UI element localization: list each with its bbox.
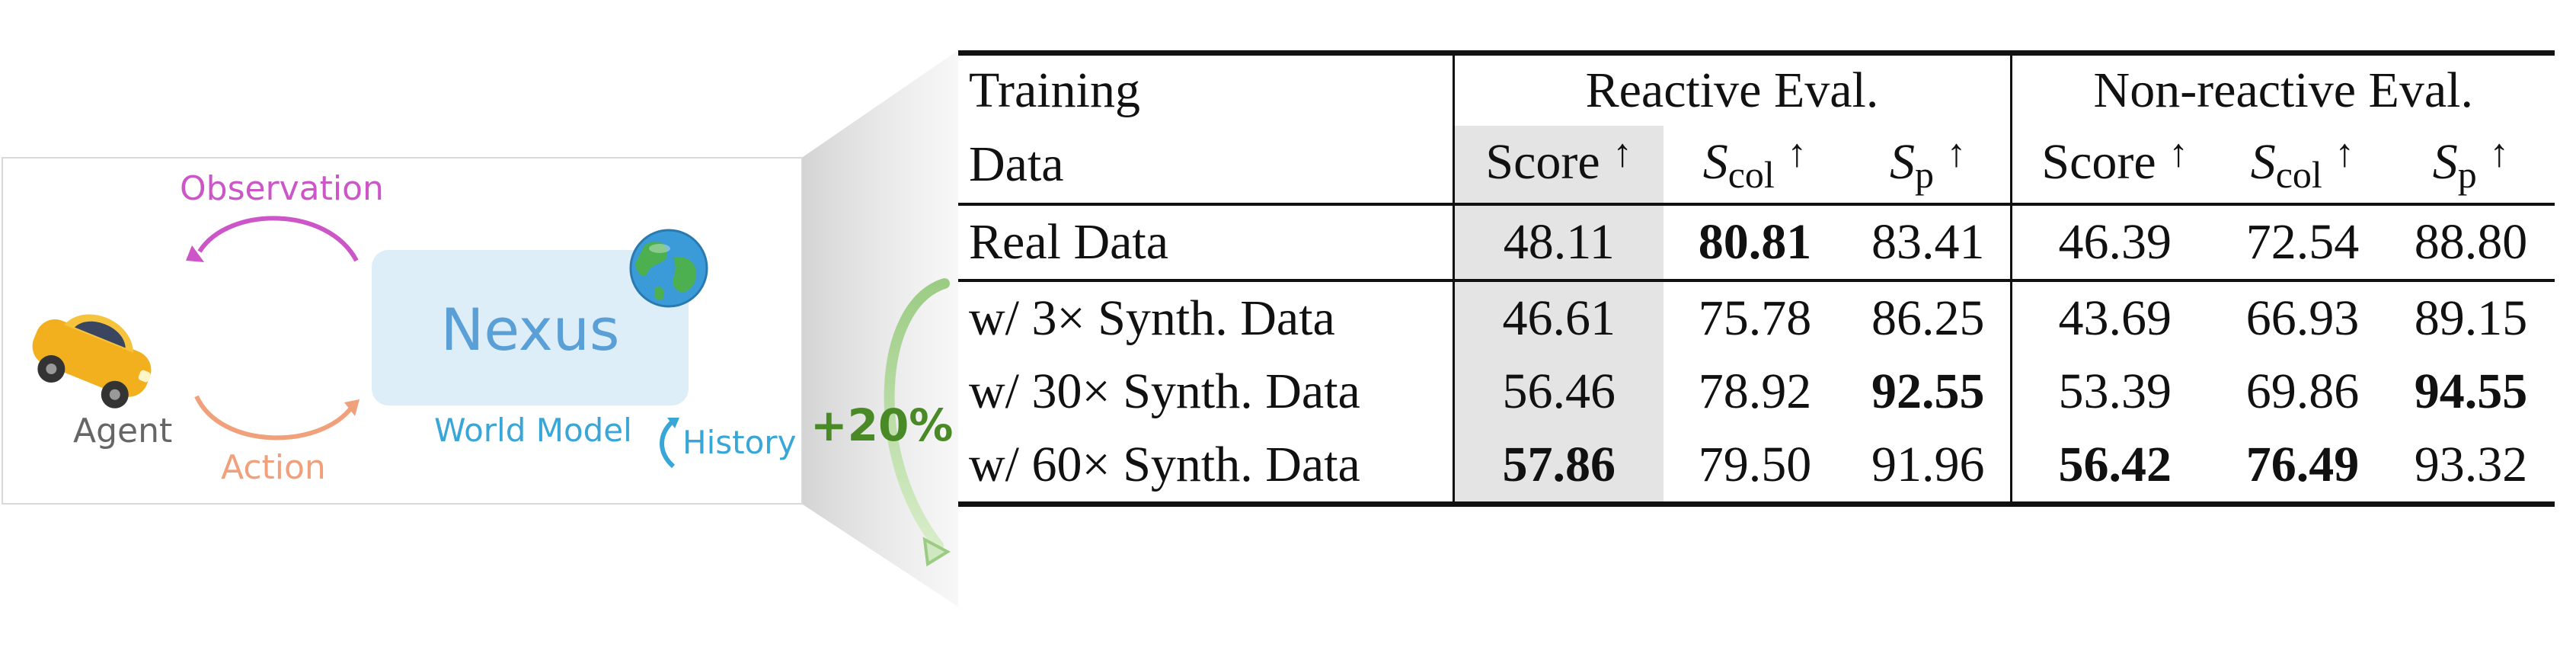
row-label: w/ 30× Synth. Data — [969, 364, 1360, 419]
cell-nonreactive-scol: 76.49 — [2218, 428, 2387, 507]
header-reactive-score: Score ↑ — [1452, 126, 1664, 204]
cell-nonreactive-score: 56.42 — [2009, 428, 2218, 507]
agent-world-model-diagram: Observation Agent Action Nexus World Mod… — [0, 0, 990, 660]
row-label: Real Data — [958, 203, 1453, 280]
cell-reactive-score: 56.46 — [1452, 355, 1664, 428]
cell-reactive-sp: 91.96 — [1846, 428, 2011, 507]
header-reactive-sp: Sp ↑ — [1890, 132, 1967, 196]
car-icon — [32, 314, 152, 408]
agent-label: Agent — [73, 412, 173, 450]
cell-nonreactive-sp: 88.80 — [2387, 203, 2555, 280]
cell-reactive-scol: 79.50 — [1664, 428, 1846, 507]
cell-nonreactive-score: 43.69 — [2009, 279, 2218, 355]
results-table: Training Reactive Eval. Non-reactive Eva… — [958, 50, 2555, 607]
observation-arrow — [186, 216, 679, 469]
cell-nonreactive-sp: 94.55 — [2414, 364, 2528, 419]
header-row-groups: Training Reactive Eval. Non-reactive Eva… — [958, 50, 2555, 126]
world-model-name: Nexus — [440, 296, 620, 364]
cell-reactive-sp: 86.25 — [1846, 279, 2011, 355]
cell-reactive-scol: 78.92 — [1698, 364, 1812, 419]
header-nonreactive-sp: Sp ↑ — [2432, 132, 2510, 196]
header-row-columns: Data Score ↑ Scol ↑ Sp ↑ Score ↑ Scol ↑ … — [958, 126, 2555, 204]
table-row: w/ 3× Synth. Data 46.61 75.78 86.25 43.6… — [958, 279, 2555, 355]
cell-reactive-score: 48.11 — [1452, 203, 1664, 280]
header-reactive-eval: Reactive Eval. — [1452, 50, 2011, 126]
table-row: Real Data 48.11 80.81 83.41 46.39 72.54 … — [958, 203, 2555, 280]
cell-nonreactive-sp: 89.15 — [2387, 279, 2555, 355]
gain-label: +20% — [810, 399, 954, 451]
cell-reactive-score: 46.61 — [1452, 279, 1664, 355]
row-label: w/ 60× Synth. Data — [958, 428, 1453, 507]
cell-reactive-sp: 83.41 — [1846, 203, 2011, 280]
globe-icon — [629, 229, 708, 308]
header-nonreactive-scol: Scol ↑ — [2250, 132, 2355, 196]
history-label: History — [682, 424, 797, 461]
row-label: w/ 3× Synth. Data — [958, 279, 1453, 355]
table-row: w/ 60× Synth. Data 57.86 79.50 91.96 56.… — [958, 428, 2555, 507]
observation-label: Observation — [180, 169, 384, 208]
cell-nonreactive-score: 46.39 — [2009, 203, 2218, 280]
cell-nonreactive-scol: 69.86 — [2245, 364, 2360, 419]
cell-nonreactive-score: 53.39 — [2009, 355, 2218, 428]
header-data: Data — [969, 136, 1064, 192]
world-model-box: Nexus — [372, 250, 689, 405]
header-nonreactive-score: Score ↑ — [2009, 126, 2218, 204]
table-row: w/ 30× Synth. Data 56.46 78.92 92.55 53.… — [958, 355, 2555, 428]
header-nonreactive-eval: Non-reactive Eval. — [2009, 50, 2555, 126]
world-model-label: World Model — [434, 412, 632, 449]
action-label: Action — [221, 448, 326, 487]
cell-reactive-scol: 80.81 — [1664, 203, 1846, 280]
header-reactive-scol: Scol ↑ — [1702, 132, 1807, 196]
cell-reactive-scol: 75.78 — [1664, 279, 1846, 355]
cell-reactive-score: 57.86 — [1452, 428, 1664, 507]
cell-reactive-sp: 92.55 — [1871, 364, 1985, 419]
results-table-grid: Training Reactive Eval. Non-reactive Eva… — [958, 50, 2555, 507]
cell-nonreactive-scol: 72.54 — [2218, 203, 2387, 280]
header-training: Training — [958, 50, 1453, 126]
cell-nonreactive-sp: 93.32 — [2387, 428, 2555, 507]
cell-nonreactive-scol: 66.93 — [2218, 279, 2387, 355]
